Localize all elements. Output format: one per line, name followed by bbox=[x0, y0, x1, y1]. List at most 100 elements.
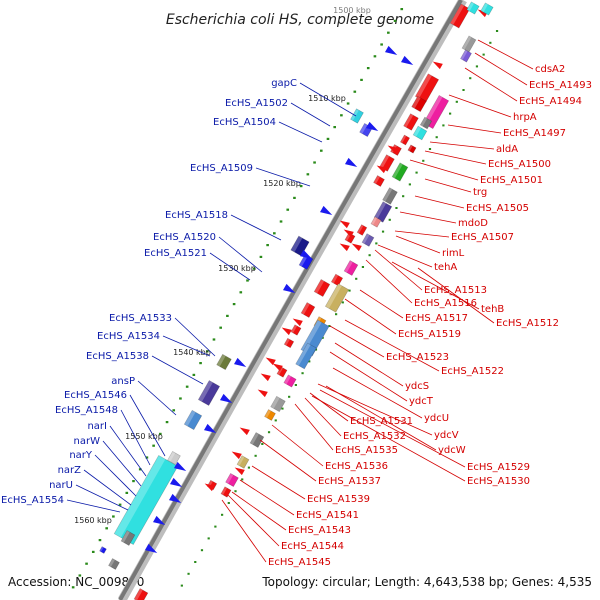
leader-line bbox=[448, 94, 512, 118]
gene-label[interactable]: EcHS_A1530 bbox=[467, 476, 530, 487]
gene-label[interactable]: narW bbox=[74, 436, 101, 447]
gene-label[interactable]: EcHS_A1538 bbox=[86, 351, 149, 362]
leader-line bbox=[278, 121, 323, 143]
plus-strand-feature bbox=[480, 2, 494, 16]
feature-arrow bbox=[265, 357, 276, 366]
gene-label[interactable]: ydcV bbox=[434, 430, 459, 441]
gene-label[interactable]: EcHS_A1548 bbox=[55, 405, 118, 416]
gene-label[interactable]: EcHS_A1516 bbox=[414, 298, 477, 309]
feature-highlight bbox=[420, 117, 428, 127]
minus-strand-feature bbox=[290, 235, 310, 257]
minus-strand-feature bbox=[197, 380, 221, 406]
gene-label[interactable]: ydcU bbox=[424, 413, 449, 424]
gene-label[interactable]: ydcT bbox=[409, 396, 434, 407]
gene-label[interactable]: EcHS_A1541 bbox=[296, 510, 359, 521]
gene-label[interactable]: ydcW bbox=[438, 445, 466, 456]
plus-strand-feature bbox=[324, 283, 350, 313]
gene-label[interactable]: EcHS_A1522 bbox=[441, 366, 504, 377]
feature-arrow bbox=[260, 373, 271, 382]
feature-body bbox=[120, 530, 136, 546]
leader-line bbox=[344, 298, 397, 335]
gene-label[interactable]: EcHS_A1544 bbox=[281, 541, 344, 552]
leader-line bbox=[377, 244, 433, 268]
tick-mark bbox=[422, 159, 425, 162]
gene-label[interactable]: EcHS_A1521 bbox=[144, 248, 207, 259]
gene-label[interactable]: EcHS_A1507 bbox=[451, 232, 514, 243]
gene-label[interactable]: EcHS_A1533 bbox=[109, 313, 172, 324]
gene-label[interactable]: EcHS_A1543 bbox=[288, 525, 351, 536]
tick-mark bbox=[261, 443, 264, 445]
gene-label[interactable]: EcHS_A1534 bbox=[97, 331, 160, 342]
gene-label[interactable]: gapC bbox=[271, 78, 297, 89]
gene-label[interactable]: narZ bbox=[58, 465, 82, 476]
gene-label[interactable]: EcHS_A1509 bbox=[190, 163, 253, 174]
gene-label[interactable]: EcHS_A1535 bbox=[335, 445, 398, 456]
feature-highlight bbox=[359, 123, 368, 134]
feature-arrow bbox=[432, 61, 443, 70]
gene-label[interactable]: mdoD bbox=[458, 218, 488, 229]
gene-label[interactable]: ydcS bbox=[405, 381, 429, 392]
gene-label[interactable]: EcHS_A1532 bbox=[343, 431, 406, 442]
minus-strand-arrow bbox=[174, 461, 187, 471]
gene-label[interactable]: EcHS_A1545 bbox=[268, 557, 331, 568]
gene-label[interactable]: aldA bbox=[496, 144, 518, 155]
tick-mark bbox=[279, 220, 283, 223]
leader-line bbox=[414, 195, 465, 209]
accession-text: Accession: NC_009800 bbox=[8, 575, 144, 589]
gene-label[interactable]: EcHS_A1531 bbox=[350, 416, 413, 427]
leader-line bbox=[83, 469, 132, 506]
gene-label[interactable]: tehB bbox=[481, 304, 504, 315]
gene-label[interactable]: EcHS_A1501 bbox=[480, 175, 543, 186]
plus-strand-arrow bbox=[281, 327, 292, 336]
gene-label[interactable]: trg bbox=[473, 187, 487, 198]
tick-mark bbox=[165, 421, 169, 424]
gene-label[interactable]: EcHS_A1505 bbox=[466, 203, 529, 214]
gene-label[interactable]: EcHS_A1500 bbox=[488, 159, 551, 170]
tick-mark bbox=[387, 31, 390, 34]
gene-label[interactable]: narU bbox=[49, 480, 73, 491]
gene-label[interactable]: EcHS_A1513 bbox=[424, 285, 487, 296]
gene-label[interactable]: EcHS_A1554 bbox=[1, 495, 64, 506]
gene-label[interactable]: hrpA bbox=[513, 112, 537, 123]
gene-label[interactable]: EcHS_A1546 bbox=[64, 390, 127, 401]
feature-arrow bbox=[204, 483, 215, 492]
tick-mark bbox=[281, 407, 284, 410]
gene-label[interactable]: tehA bbox=[434, 262, 457, 273]
gene-label[interactable]: narI bbox=[87, 421, 107, 432]
leader-line bbox=[290, 102, 331, 127]
plus-strand-feature bbox=[361, 233, 375, 247]
feature-highlight bbox=[167, 451, 176, 462]
tick-mark bbox=[132, 480, 135, 483]
gene-label[interactable]: rimL bbox=[442, 248, 465, 259]
gene-label[interactable]: EcHS_A1517 bbox=[405, 313, 468, 324]
minus-strand-arrow bbox=[204, 423, 217, 433]
gene-label[interactable]: narY bbox=[69, 450, 93, 461]
tick-mark bbox=[346, 102, 350, 105]
gene-label[interactable]: EcHS_A1536 bbox=[325, 461, 388, 472]
gene-label[interactable]: EcHS_A1497 bbox=[503, 128, 566, 139]
gene-label[interactable]: EcHS_A1523 bbox=[386, 352, 449, 363]
plus-strand-arrow bbox=[257, 389, 268, 398]
feature-arrow bbox=[339, 220, 350, 229]
gene-label[interactable]: EcHS_A1504 bbox=[213, 117, 276, 128]
feature-highlight bbox=[220, 486, 228, 495]
gene-label[interactable]: EcHS_A1519 bbox=[398, 329, 461, 340]
tick-mark bbox=[306, 173, 310, 176]
leader-line bbox=[374, 249, 423, 291]
tick-mark bbox=[159, 432, 162, 435]
feature-body bbox=[197, 380, 221, 406]
gene-label[interactable]: cdsA2 bbox=[535, 64, 565, 75]
feature-body bbox=[407, 144, 417, 154]
gene-label[interactable]: EcHS_A1494 bbox=[519, 96, 582, 107]
gene-label[interactable]: EcHS_A1512 bbox=[496, 318, 559, 329]
leader-line bbox=[299, 82, 357, 117]
gene-label[interactable]: EcHS_A1539 bbox=[307, 494, 370, 505]
gene-label[interactable]: EcHS_A1537 bbox=[318, 476, 381, 487]
gene-label[interactable]: EcHS_A1520 bbox=[153, 232, 216, 243]
gene-label[interactable]: EcHS_A1502 bbox=[225, 98, 288, 109]
gene-label[interactable]: ansP bbox=[111, 376, 135, 387]
gene-label[interactable]: EcHS_A1493 bbox=[529, 80, 592, 91]
gene-label[interactable]: EcHS_A1529 bbox=[467, 462, 530, 473]
gene-label[interactable]: EcHS_A1518 bbox=[165, 210, 228, 221]
tick-mark bbox=[118, 503, 122, 506]
